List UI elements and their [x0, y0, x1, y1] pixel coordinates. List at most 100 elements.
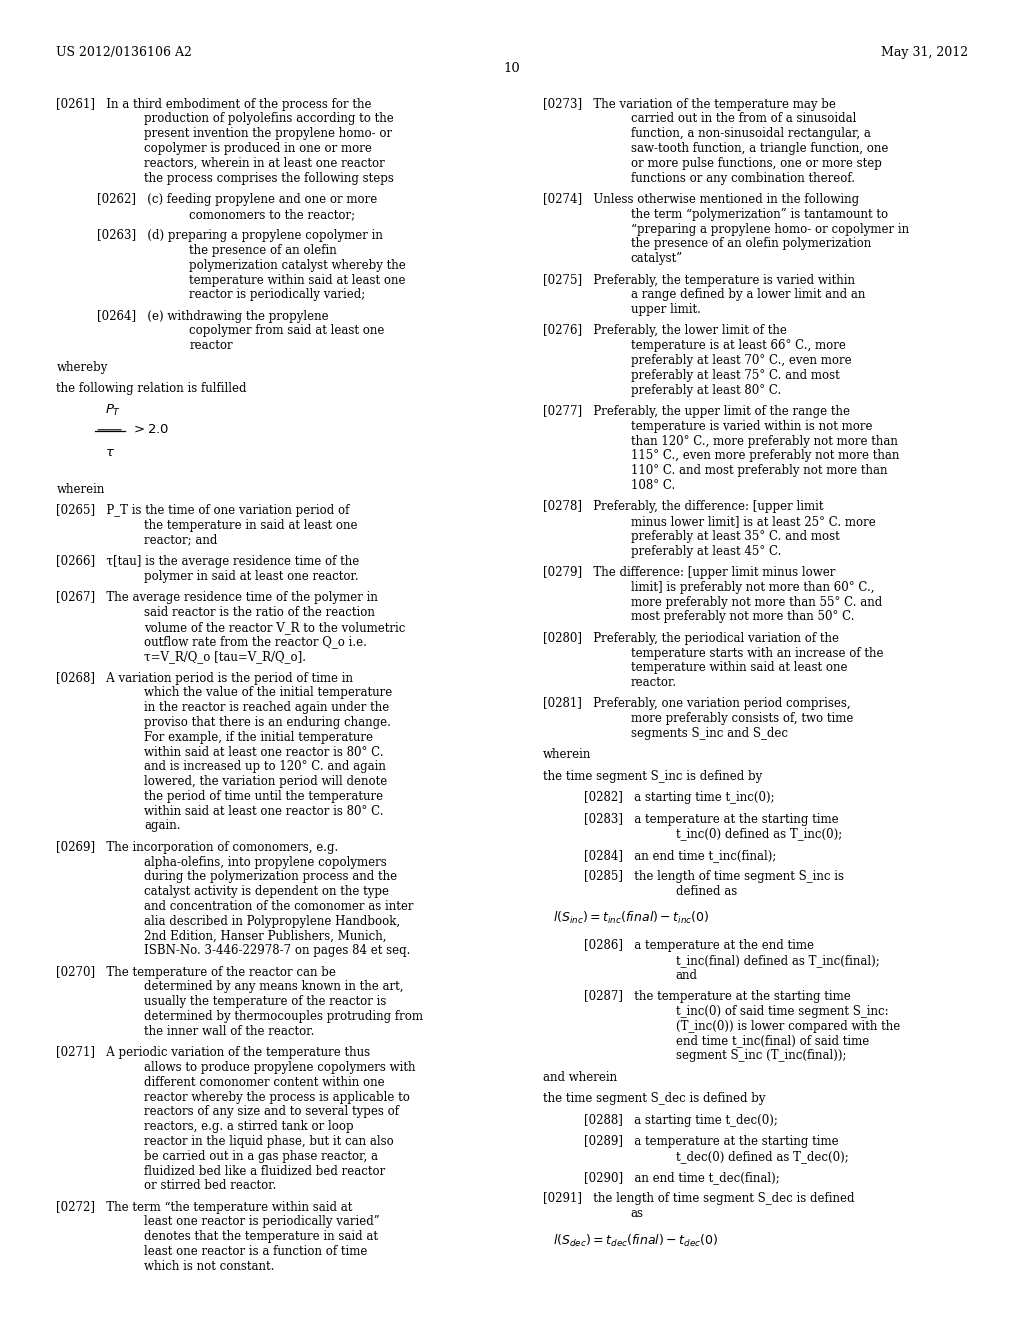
- Text: the time segment S_inc is defined by: the time segment S_inc is defined by: [543, 770, 762, 783]
- Text: [0274]   Unless otherwise mentioned in the following: [0274] Unless otherwise mentioned in the…: [543, 193, 859, 206]
- Text: $P_T$: $P_T$: [105, 403, 122, 418]
- Text: [0264]   (e) withdrawing the propylene: [0264] (e) withdrawing the propylene: [97, 310, 329, 322]
- Text: as: as: [631, 1208, 644, 1220]
- Text: volume of the reactor V_R to the volumetric: volume of the reactor V_R to the volumet…: [144, 620, 406, 634]
- Text: catalyst”: catalyst”: [631, 252, 683, 265]
- Text: [0283]   a temperature at the starting time: [0283] a temperature at the starting tim…: [584, 813, 839, 825]
- Text: reactors, wherein in at least one reactor: reactors, wherein in at least one reacto…: [144, 157, 385, 170]
- Text: [0286]   a temperature at the end time: [0286] a temperature at the end time: [584, 940, 814, 952]
- Text: present invention the propylene homo- or: present invention the propylene homo- or: [144, 127, 392, 140]
- Text: the presence of an olefin polymerization: the presence of an olefin polymerization: [631, 238, 871, 251]
- Text: or stirred bed reactor.: or stirred bed reactor.: [144, 1179, 276, 1192]
- Text: whereby: whereby: [56, 360, 108, 374]
- Text: and: and: [676, 969, 697, 982]
- Text: least one reactor is a function of time: least one reactor is a function of time: [144, 1245, 368, 1258]
- Text: catalyst activity is dependent on the type: catalyst activity is dependent on the ty…: [144, 886, 389, 898]
- Text: [0281]   Preferably, one variation period comprises,: [0281] Preferably, one variation period …: [543, 697, 850, 710]
- Text: more preferably consists of, two time: more preferably consists of, two time: [631, 713, 853, 725]
- Text: proviso that there is an enduring change.: proviso that there is an enduring change…: [144, 715, 391, 729]
- Text: within said at least one reactor is 80° C.: within said at least one reactor is 80° …: [144, 746, 384, 759]
- Text: preferably at least 75° C. and most: preferably at least 75° C. and most: [631, 368, 840, 381]
- Text: [0262]   (c) feeding propylene and one or more: [0262] (c) feeding propylene and one or …: [97, 193, 378, 206]
- Text: outflow rate from the reactor Q_o i.e.: outflow rate from the reactor Q_o i.e.: [144, 635, 368, 648]
- Text: preferably at least 45° C.: preferably at least 45° C.: [631, 545, 781, 557]
- Text: the inner wall of the reactor.: the inner wall of the reactor.: [144, 1024, 314, 1038]
- Text: t_dec(0) defined as T_dec(0);: t_dec(0) defined as T_dec(0);: [676, 1150, 849, 1163]
- Text: 2nd Edition, Hanser Publishers, Munich,: 2nd Edition, Hanser Publishers, Munich,: [144, 929, 387, 942]
- Text: reactors, e.g. a stirred tank or loop: reactors, e.g. a stirred tank or loop: [144, 1121, 354, 1133]
- Text: preferably at least 35° C. and most: preferably at least 35° C. and most: [631, 529, 840, 543]
- Text: preferably at least 80° C.: preferably at least 80° C.: [631, 384, 781, 396]
- Text: different comonomer content within one: different comonomer content within one: [144, 1076, 385, 1089]
- Text: determined by thermocouples protruding from: determined by thermocouples protruding f…: [144, 1010, 423, 1023]
- Text: (T_inc(0)) is lower compared with the: (T_inc(0)) is lower compared with the: [676, 1020, 900, 1032]
- Text: US 2012/0136106 A2: US 2012/0136106 A2: [56, 46, 193, 59]
- Text: $> 2.0$: $> 2.0$: [131, 424, 170, 437]
- Text: saw-tooth function, a triangle function, one: saw-tooth function, a triangle function,…: [631, 143, 888, 154]
- Text: t_inc(0) defined as T_inc(0);: t_inc(0) defined as T_inc(0);: [676, 828, 842, 841]
- Text: function, a non-sinusoidal rectangular, a: function, a non-sinusoidal rectangular, …: [631, 127, 870, 140]
- Text: least one reactor is periodically varied”: least one reactor is periodically varied…: [144, 1216, 380, 1229]
- Text: ISBN-No. 3-446-22978-7 on pages 84 et seq.: ISBN-No. 3-446-22978-7 on pages 84 et se…: [144, 944, 411, 957]
- Text: and wherein: and wherein: [543, 1071, 616, 1084]
- Text: determined by any means known in the art,: determined by any means known in the art…: [144, 981, 403, 994]
- Text: temperature within said at least one: temperature within said at least one: [631, 661, 847, 675]
- Text: carried out in the from of a sinusoidal: carried out in the from of a sinusoidal: [631, 112, 856, 125]
- Text: [0273]   The variation of the temperature may be: [0273] The variation of the temperature …: [543, 98, 836, 111]
- Text: fluidized bed like a fluidized bed reactor: fluidized bed like a fluidized bed react…: [144, 1164, 386, 1177]
- Text: copolymer from said at least one: copolymer from said at least one: [189, 325, 385, 338]
- Text: [0279]   The difference: [upper limit minus lower: [0279] The difference: [upper limit minu…: [543, 566, 836, 579]
- Text: 110° C. and most preferably not more than: 110° C. and most preferably not more tha…: [631, 465, 887, 477]
- Text: [0266]   τ[tau] is the average residence time of the: [0266] τ[tau] is the average residence t…: [56, 554, 359, 568]
- Text: temperature is at least 66° C., more: temperature is at least 66° C., more: [631, 339, 846, 352]
- Text: in the reactor is reached again under the: in the reactor is reached again under th…: [144, 701, 390, 714]
- Text: during the polymerization process and the: during the polymerization process and th…: [144, 870, 397, 883]
- Text: the term “polymerization” is tantamount to: the term “polymerization” is tantamount …: [631, 207, 888, 220]
- Text: $l(S_{inc})=t_{inc}(final)-t_{inc}(0)$: $l(S_{inc})=t_{inc}(final)-t_{inc}(0)$: [553, 911, 710, 927]
- Text: [0269]   The incorporation of comonomers, e.g.: [0269] The incorporation of comonomers, …: [56, 841, 339, 854]
- Text: functions or any combination thereof.: functions or any combination thereof.: [631, 172, 855, 185]
- Text: reactors of any size and to several types of: reactors of any size and to several type…: [144, 1105, 399, 1118]
- Text: denotes that the temperature in said at: denotes that the temperature in said at: [144, 1230, 379, 1243]
- Text: alia described in Polypropylene Handbook,: alia described in Polypropylene Handbook…: [144, 915, 400, 928]
- Text: reactor in the liquid phase, but it can also: reactor in the liquid phase, but it can …: [144, 1135, 394, 1148]
- Text: which the value of the initial temperature: which the value of the initial temperatu…: [144, 686, 392, 700]
- Text: 108° C.: 108° C.: [631, 479, 675, 492]
- Text: the following relation is fulfilled: the following relation is fulfilled: [56, 381, 247, 395]
- Text: end time t_inc(final) of said time: end time t_inc(final) of said time: [676, 1035, 869, 1048]
- Text: said reactor is the ratio of the reaction: said reactor is the ratio of the reactio…: [144, 606, 375, 619]
- Text: [0271]   A periodic variation of the temperature thus: [0271] A periodic variation of the tempe…: [56, 1047, 371, 1059]
- Text: again.: again.: [144, 820, 181, 833]
- Text: [0285]   the length of time segment S_inc is: [0285] the length of time segment S_inc …: [584, 870, 844, 883]
- Text: minus lower limit] is at least 25° C. more: minus lower limit] is at least 25° C. mo…: [631, 515, 876, 528]
- Text: the period of time until the temperature: the period of time until the temperature: [144, 789, 384, 803]
- Text: temperature starts with an increase of the: temperature starts with an increase of t…: [631, 647, 884, 660]
- Text: a range defined by a lower limit and an: a range defined by a lower limit and an: [631, 288, 865, 301]
- Text: copolymer is produced in one or more: copolymer is produced in one or more: [144, 143, 373, 154]
- Text: [0267]   The average residence time of the polymer in: [0267] The average residence time of the…: [56, 591, 378, 605]
- Text: and is increased up to 120° C. and again: and is increased up to 120° C. and again: [144, 760, 386, 774]
- Text: the temperature in said at least one: the temperature in said at least one: [144, 519, 357, 532]
- Text: [0284]   an end time t_inc(final);: [0284] an end time t_inc(final);: [584, 849, 776, 862]
- Text: 10: 10: [504, 62, 520, 75]
- Text: upper limit.: upper limit.: [631, 304, 700, 315]
- Text: t_inc(final) defined as T_inc(final);: t_inc(final) defined as T_inc(final);: [676, 954, 880, 968]
- Text: usually the temperature of the reactor is: usually the temperature of the reactor i…: [144, 995, 387, 1008]
- Text: than 120° C., more preferably not more than: than 120° C., more preferably not more t…: [631, 434, 898, 447]
- Text: allows to produce propylene copolymers with: allows to produce propylene copolymers w…: [144, 1061, 416, 1074]
- Text: most preferably not more than 50° C.: most preferably not more than 50° C.: [631, 610, 854, 623]
- Text: $l(S_{dec})=t_{dec}(final)-t_{dec}(0)$: $l(S_{dec})=t_{dec}(final)-t_{dec}(0)$: [553, 1233, 718, 1249]
- Text: lowered, the variation period will denote: lowered, the variation period will denot…: [144, 775, 388, 788]
- Text: For example, if the initial temperature: For example, if the initial temperature: [144, 731, 374, 743]
- Text: preferably at least 70° C., even more: preferably at least 70° C., even more: [631, 354, 851, 367]
- Text: reactor: reactor: [189, 339, 233, 352]
- Text: segment S_inc (T_inc(final));: segment S_inc (T_inc(final));: [676, 1049, 847, 1063]
- Text: wherein: wherein: [543, 748, 591, 762]
- Text: [0278]   Preferably, the difference: [upper limit: [0278] Preferably, the difference: [uppe…: [543, 500, 823, 513]
- Text: [0263]   (d) preparing a propylene copolymer in: [0263] (d) preparing a propylene copolym…: [97, 230, 383, 242]
- Text: “preparing a propylene homo- or copolymer in: “preparing a propylene homo- or copolyme…: [631, 223, 909, 235]
- Text: τ=V_R/Q_o [tau=V_R/Q_o].: τ=V_R/Q_o [tau=V_R/Q_o].: [144, 651, 306, 663]
- Text: alpha-olefins, into propylene copolymers: alpha-olefins, into propylene copolymers: [144, 855, 387, 869]
- Text: reactor.: reactor.: [631, 676, 677, 689]
- Text: May 31, 2012: May 31, 2012: [881, 46, 968, 59]
